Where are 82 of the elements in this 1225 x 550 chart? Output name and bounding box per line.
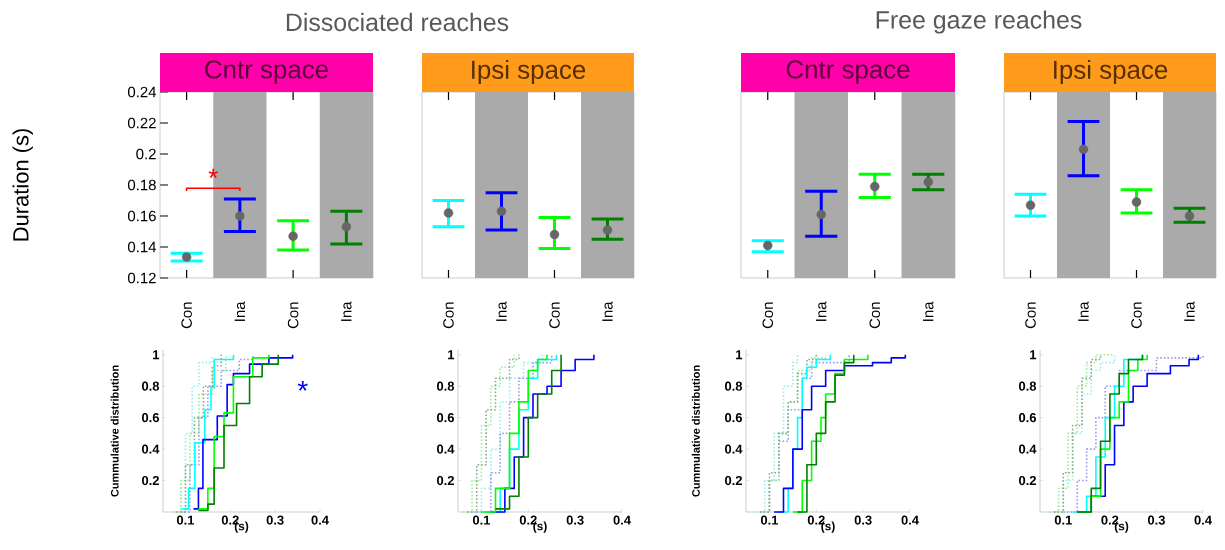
x-tick-label: 0.4 — [613, 515, 631, 525]
x-tick-label: Ina — [1184, 301, 1195, 321]
y-tick-label: 0.24 — [127, 86, 157, 98]
x-tick-label: Con — [443, 302, 454, 329]
x-tick-label: Ina — [1078, 301, 1089, 321]
y-tick-label: 1 — [448, 350, 455, 360]
y-tick-label: 1 — [153, 350, 160, 360]
x-tick-label: Con — [287, 302, 299, 329]
y-tick-label: 0.16 — [127, 210, 156, 222]
y-axis-title: Duration (s) — [12, 129, 33, 241]
y-tick-label: 0.4 — [141, 444, 160, 454]
y-tick-label: 0.8 — [1019, 381, 1037, 391]
point — [341, 222, 352, 232]
x-tick-label: Ina — [341, 301, 352, 321]
y-tick-label: 0.4 — [437, 444, 455, 454]
x-tick-label: Con — [549, 302, 560, 329]
point — [235, 211, 245, 221]
x-tick-label: Ina — [923, 301, 934, 321]
x-tick-label: 0.3 — [566, 515, 584, 525]
chart-title: Ipsi space — [1054, 59, 1168, 85]
y-tick-label: 0.4 — [725, 444, 743, 454]
y-tick-label: 0.12 — [127, 272, 156, 284]
x-tick-label: 0.1 — [176, 515, 195, 525]
y-tick-label: 1 — [1030, 350, 1037, 360]
x-tick-label: Ina — [602, 301, 613, 321]
x-tick-label: 0.4 — [901, 515, 919, 525]
point — [1025, 200, 1036, 210]
y-tick-label: 0.2 — [437, 475, 454, 486]
text: Dissociated reaches — [286, 12, 509, 32]
point — [443, 208, 454, 218]
x-tick-label: 0.3 — [854, 515, 872, 525]
y-tick-label: 0.8 — [437, 381, 455, 391]
x-tick-label: 0.1 — [760, 515, 779, 525]
point — [549, 229, 560, 240]
x-tick-label: Con — [762, 302, 774, 329]
point — [1131, 197, 1142, 207]
point — [816, 209, 826, 220]
text: Free gaze reaches — [876, 10, 1082, 34]
y-tick-label: 0.6 — [1019, 413, 1037, 423]
annotation: * — [208, 168, 218, 178]
chart-title: Cntr space — [786, 60, 910, 84]
point — [1078, 144, 1089, 155]
point — [763, 240, 773, 251]
x-tick-label: Ina — [496, 301, 507, 321]
x-tick-label: Con — [181, 302, 192, 329]
y-tick-label: 0.18 — [127, 179, 156, 191]
y-axis-title: Cummulative distribution — [691, 365, 700, 497]
x-tick-label: Con — [1131, 302, 1142, 329]
y-tick-label: 0.2 — [136, 148, 156, 160]
x-tick-label: 0.3 — [266, 515, 284, 525]
x-tick-label: 0.1 — [1054, 515, 1072, 525]
x-tick-label: Ina — [816, 301, 827, 321]
chart-title: Cntr space — [205, 60, 328, 84]
point — [288, 231, 298, 241]
y-tick-label: 0.6 — [437, 413, 455, 423]
chart-title: Ipsi space — [472, 59, 586, 85]
y-tick-label: 0.6 — [725, 413, 743, 423]
y-tick-label: 0.4 — [1019, 444, 1037, 454]
y-tick-label: 0.14 — [127, 241, 157, 253]
point — [181, 252, 192, 262]
y-tick-label: 0.2 — [141, 475, 159, 486]
point — [602, 225, 613, 235]
y-tick-label: 0.22 — [127, 117, 156, 129]
x-tick-label: 0.4 — [311, 515, 329, 525]
y-tick-label: 0.6 — [141, 413, 160, 423]
x-tick-label: Con — [869, 302, 881, 329]
y-tick-label: 1 — [736, 350, 743, 360]
y-tick-label: 0.8 — [141, 381, 160, 391]
x-tick-label: 0.4 — [1194, 515, 1212, 525]
y-tick-label: 0.2 — [725, 475, 742, 486]
point — [870, 181, 880, 192]
x-tick-label: 0.1 — [472, 515, 491, 525]
x-tick-label: Ina — [234, 301, 246, 321]
annotation: * — [297, 380, 308, 391]
x-tick-label: 0.3 — [1147, 515, 1165, 525]
y-tick-label: 0.8 — [725, 381, 743, 391]
point — [923, 177, 933, 187]
point — [1184, 211, 1195, 221]
y-axis-title: Cummulative distribution — [110, 365, 119, 497]
x-tick-label: Con — [1025, 302, 1036, 329]
point — [496, 206, 507, 217]
y-tick-label: 0.2 — [1019, 475, 1036, 486]
